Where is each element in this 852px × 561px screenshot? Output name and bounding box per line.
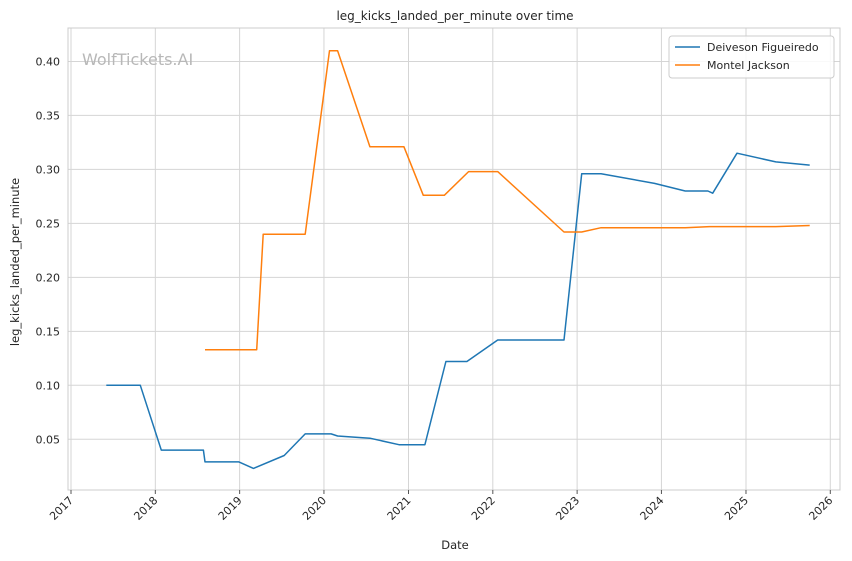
series-line-1: [106, 152, 810, 470]
legend-frame: [668, 35, 835, 79]
series-line-2: [205, 49, 810, 351]
y-tick-label: 0.20: [36, 271, 61, 284]
legend: Deiveson Figueiredo Montel Jackson: [668, 35, 835, 79]
plot-area: WolfTickets.AI: [67, 27, 841, 491]
y-tick-label: 0.35: [36, 109, 61, 122]
legend-label: Deiveson Figueiredo: [707, 41, 819, 54]
y-tick-label: 0.30: [36, 163, 61, 176]
y-axis-ticks: 0.05 0.10 0.15 0.20 0.25 0.30 0.35 0.40: [36, 55, 61, 446]
watermark: WolfTickets.AI: [82, 50, 193, 69]
plot-frame: [67, 27, 841, 491]
x-axis-title: Date: [441, 538, 469, 552]
y-tick-label: 0.10: [36, 379, 61, 392]
y-axis-title: leg_kicks_landed_per_minute: [8, 178, 22, 346]
plot-background: [68, 28, 840, 490]
y-tick-label: 0.05: [36, 433, 61, 446]
y-tick-label: 0.40: [36, 55, 61, 68]
chart-title: leg_kicks_landed_per_minute over time: [336, 9, 573, 23]
series-lines: [106, 49, 810, 470]
y-tick-label: 0.15: [36, 325, 61, 338]
y-tick-label: 0.25: [36, 217, 61, 230]
gridlines: [68, 28, 840, 490]
legend-label: Montel Jackson: [707, 59, 790, 72]
